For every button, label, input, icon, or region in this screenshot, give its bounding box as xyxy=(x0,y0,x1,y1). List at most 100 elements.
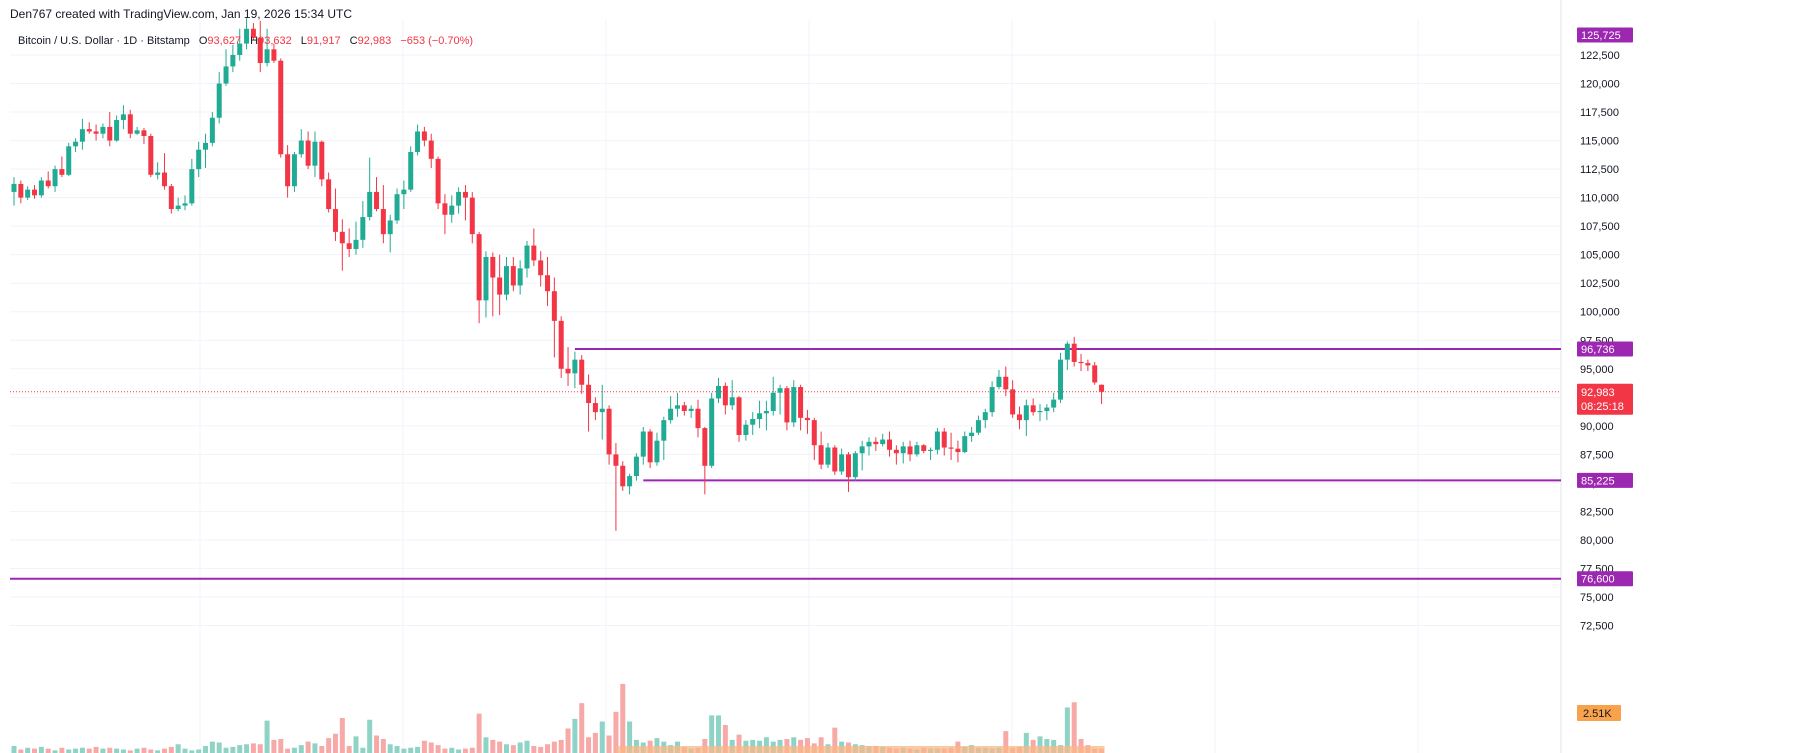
candle-body xyxy=(469,197,475,235)
candle-body xyxy=(298,140,304,155)
candle xyxy=(319,140,325,187)
candle-body xyxy=(1092,365,1098,383)
candlesticks[interactable] xyxy=(11,18,1105,531)
candle-body xyxy=(244,28,250,44)
candle xyxy=(839,448,845,475)
candle-body xyxy=(148,136,154,175)
volume-bar xyxy=(271,739,277,753)
candle xyxy=(551,277,557,358)
candle xyxy=(804,409,810,434)
volume-bar xyxy=(216,742,222,753)
volume-bar xyxy=(483,737,489,753)
candle xyxy=(1003,366,1009,397)
volume-bar xyxy=(168,746,174,753)
volume-bar xyxy=(517,742,523,753)
candle xyxy=(791,380,797,427)
candle-body xyxy=(551,291,557,321)
candle-body xyxy=(285,154,291,187)
candle-body xyxy=(1064,343,1070,360)
candle xyxy=(93,124,99,141)
candle-body xyxy=(271,49,277,61)
candle-body xyxy=(182,203,188,206)
last-price-tag-bg xyxy=(1577,383,1633,415)
candle-body xyxy=(620,465,626,487)
volume-bar xyxy=(538,746,544,753)
volume-bar xyxy=(148,749,154,753)
candle-body xyxy=(989,387,995,413)
candle-body xyxy=(510,266,516,286)
price-axis[interactable]: 72,50075,00077,50080,00082,50085,00087,5… xyxy=(1580,50,1620,633)
volume-bar xyxy=(244,744,250,753)
candle-body xyxy=(572,359,578,374)
volume-bar xyxy=(428,742,434,753)
candle-body xyxy=(859,446,865,454)
candle xyxy=(586,374,592,432)
candle-body xyxy=(1085,363,1091,366)
candle xyxy=(873,437,879,451)
candle-body xyxy=(948,447,954,449)
candle-body xyxy=(442,203,448,215)
volume-bar xyxy=(415,746,421,753)
level-price-tag: 76,600 xyxy=(1577,571,1633,587)
candle xyxy=(702,426,708,495)
volume-bar xyxy=(524,740,530,753)
volume-bar xyxy=(818,737,824,753)
candle-body xyxy=(586,384,592,404)
candle-body xyxy=(1016,414,1022,421)
candle xyxy=(374,177,380,212)
candle-body xyxy=(367,191,373,218)
y-tick-label: 90,000 xyxy=(1580,421,1614,433)
volume-bar xyxy=(155,750,161,753)
candle-body xyxy=(428,140,434,159)
candle xyxy=(189,158,195,206)
candle xyxy=(579,355,585,394)
candle-body xyxy=(1044,407,1050,412)
volume-bar xyxy=(346,746,352,753)
candle-body xyxy=(517,268,523,286)
candle xyxy=(647,429,653,469)
candle-body xyxy=(497,277,503,295)
candle-body xyxy=(633,456,639,477)
candle-body xyxy=(941,431,947,448)
candle xyxy=(866,437,872,456)
candle xyxy=(996,369,1002,390)
candle xyxy=(709,392,715,469)
candle-body xyxy=(203,142,209,150)
candle xyxy=(716,377,722,404)
candle xyxy=(141,128,147,145)
candle-body xyxy=(668,408,674,421)
candle xyxy=(223,49,229,86)
candle xyxy=(326,172,332,213)
volume-bar xyxy=(832,727,838,753)
symbol-title[interactable]: Bitcoin / U.S. Dollar · 1D · Bitstamp xyxy=(18,35,190,47)
candle-body xyxy=(955,448,961,453)
candle xyxy=(811,417,817,461)
candle xyxy=(38,177,44,198)
volume-tag-bg xyxy=(1577,705,1621,721)
support-resistance-lines[interactable] xyxy=(10,347,1561,580)
candle xyxy=(1010,380,1016,418)
volume-bar xyxy=(804,738,810,753)
volume-bar xyxy=(230,746,236,753)
candle xyxy=(18,180,24,204)
level-price-tag-text: 76,600 xyxy=(1581,574,1615,586)
candle xyxy=(155,162,161,180)
candle-body xyxy=(1058,359,1064,400)
candle-body xyxy=(558,320,564,369)
candle xyxy=(620,461,626,491)
candle-body xyxy=(161,172,167,187)
level-price-tag-bg xyxy=(1577,472,1633,488)
candle xyxy=(887,431,893,457)
candle-body xyxy=(52,169,58,187)
candle-body xyxy=(695,408,701,429)
candle-body xyxy=(975,420,981,433)
candle-body xyxy=(394,194,400,221)
candle xyxy=(134,126,140,135)
candle xyxy=(257,20,263,73)
candle-body xyxy=(401,189,407,195)
candle-body xyxy=(196,149,202,170)
volume-bar xyxy=(73,748,79,753)
volume-bar xyxy=(572,718,578,753)
candle xyxy=(907,440,913,462)
